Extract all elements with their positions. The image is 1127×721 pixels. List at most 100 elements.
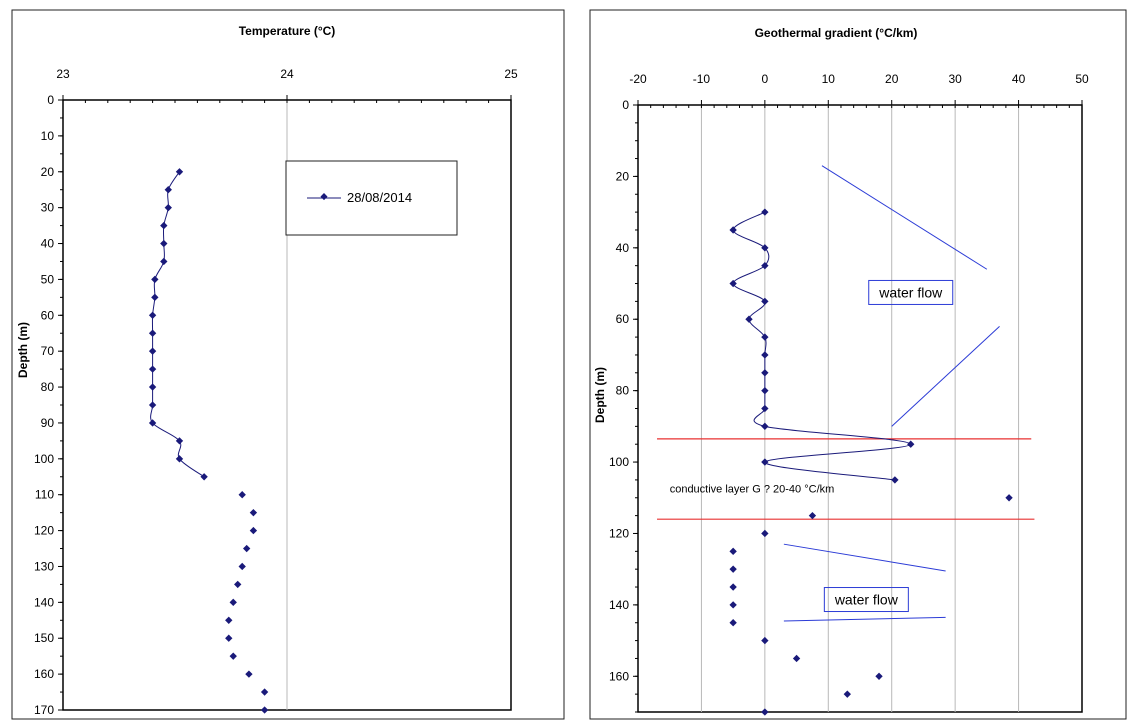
temperature-x-axis: 23 24 25 bbox=[56, 67, 518, 103]
c2-xtick-label-0: -20 bbox=[629, 72, 647, 86]
c2-xtick-label-4: 20 bbox=[885, 72, 899, 86]
c1-ytick-label-1: 10 bbox=[41, 129, 55, 143]
c1-ytick-label-3: 30 bbox=[41, 201, 55, 215]
temperature-chart: Temperature (°C) 23 24 25 0 10 20 30 40 50 60 70 8… bbox=[11, 9, 565, 720]
c2-point-16 bbox=[1005, 494, 1013, 502]
c2-ytick-label-5: 100 bbox=[609, 455, 629, 469]
temperature-legend: 28/08/2014 bbox=[285, 160, 458, 236]
c1-ytick-label-10: 100 bbox=[34, 452, 54, 466]
temperature-legend-box bbox=[285, 160, 458, 236]
c1-ytick-label-2: 20 bbox=[41, 165, 55, 179]
c1-point-11 bbox=[148, 365, 157, 373]
c2-point-6 bbox=[745, 315, 753, 323]
temperature-legend-marker bbox=[320, 193, 328, 201]
c2-annotation-0: water flow bbox=[878, 284, 943, 300]
gradient-chart-title: Geothermal gradient (°C/km) bbox=[755, 26, 918, 40]
c2-annotation-box-1 bbox=[823, 587, 909, 613]
c2-ytick-label-8: 160 bbox=[609, 669, 629, 683]
c1-point-2 bbox=[164, 203, 172, 212]
c2-flow-line-3 bbox=[783, 616, 946, 622]
c2-point-18 bbox=[761, 529, 769, 538]
c2-point-3 bbox=[761, 261, 769, 270]
c2-point-27 bbox=[843, 690, 851, 698]
c2-point-19 bbox=[729, 547, 737, 556]
c2-point-28 bbox=[761, 708, 769, 716]
temperature-y-axis: 0 10 20 30 40 50 60 70 80 90 100 110 120 130 140 150 160… bbox=[34, 93, 63, 717]
c1-ytick-label-7: 70 bbox=[41, 344, 55, 358]
c2-annotation-box-0 bbox=[868, 279, 954, 305]
c2-ytick-label-6: 120 bbox=[609, 526, 629, 540]
gradient-x-axis: -20 -10 0 10 20 30 40 50 bbox=[629, 72, 1089, 108]
temperature-series-28-08-2014 bbox=[148, 168, 269, 714]
c1-point-16 bbox=[175, 455, 184, 463]
c2-point-21 bbox=[729, 583, 737, 591]
c1-ytick-label-13: 130 bbox=[34, 559, 54, 573]
c2-point-14 bbox=[761, 458, 769, 466]
gradient-series bbox=[729, 208, 1013, 716]
c1-xtick-label-2: 25 bbox=[504, 67, 518, 81]
c2-point-7 bbox=[761, 333, 769, 341]
c2-point-10 bbox=[761, 386, 769, 395]
c1-point-7 bbox=[151, 293, 159, 302]
c2-point-2 bbox=[761, 244, 769, 252]
c2-point-12 bbox=[761, 422, 769, 431]
c1-xtick-label-1: 24 bbox=[280, 67, 294, 81]
gradient-y-axis: 0 20 40 60 80 100 120 140 160 bbox=[609, 98, 638, 713]
c1-ytick-label-5: 50 bbox=[41, 272, 55, 286]
c2-flow-line-0 bbox=[821, 165, 988, 270]
c2-flow-line-1 bbox=[891, 326, 1000, 427]
c1-ytick-label-8: 80 bbox=[41, 380, 55, 394]
c1-point-9 bbox=[148, 329, 157, 337]
c2-ytick-label-0: 0 bbox=[622, 98, 629, 112]
c2-ytick-label-4: 80 bbox=[616, 384, 630, 398]
c1-ytick-label-4: 40 bbox=[41, 237, 55, 251]
c1-point-13 bbox=[148, 401, 157, 409]
c1-point-6 bbox=[151, 275, 159, 284]
gradient-annotations: water flow water flow conductive layer G ?… bbox=[670, 279, 954, 613]
c2-point-11 bbox=[761, 404, 769, 413]
c2-annotation-1: water flow bbox=[834, 592, 899, 608]
c2-point-25 bbox=[792, 654, 801, 663]
c1-ytick-label-17: 170 bbox=[34, 703, 54, 717]
c1-ytick-label-16: 160 bbox=[34, 667, 54, 681]
gradient-y-axis-label: Depth (m) bbox=[593, 367, 607, 423]
c2-ytick-label-3: 60 bbox=[616, 312, 630, 326]
gradient-chart-frame bbox=[589, 9, 1127, 720]
c2-xtick-label-7: 50 bbox=[1075, 72, 1089, 86]
c1-xtick-label-0: 23 bbox=[56, 67, 70, 81]
temperature-chart-frame bbox=[11, 9, 565, 720]
c1-ytick-label-0: 0 bbox=[47, 93, 54, 107]
c1-point-8 bbox=[148, 311, 157, 319]
c1-ytick-label-9: 90 bbox=[41, 416, 55, 430]
c2-flow-line-2 bbox=[783, 543, 946, 572]
c2-xtick-label-1: -10 bbox=[693, 72, 711, 86]
c1-ytick-label-15: 150 bbox=[34, 631, 54, 645]
c2-ytick-label-1: 20 bbox=[616, 169, 630, 183]
c2-point-15 bbox=[891, 476, 899, 484]
c2-point-9 bbox=[761, 369, 769, 377]
c2-annotation-2: conductive layer G ? 20-40 °C/km bbox=[670, 483, 835, 495]
c1-point-22 bbox=[238, 562, 246, 571]
c1-point-17 bbox=[200, 473, 208, 481]
c2-point-26 bbox=[875, 672, 883, 680]
c2-xtick-label-6: 40 bbox=[1012, 72, 1026, 86]
c2-ytick-label-2: 40 bbox=[616, 241, 630, 255]
c2-point-20 bbox=[729, 565, 737, 573]
c1-point-0 bbox=[175, 168, 184, 176]
c2-point-8 bbox=[761, 351, 769, 359]
c1-point-23 bbox=[234, 580, 242, 589]
c1-ytick-label-6: 60 bbox=[41, 308, 55, 322]
gradient-reference-lines bbox=[657, 165, 1035, 622]
c2-point-17 bbox=[808, 511, 817, 520]
c1-point-12 bbox=[148, 383, 157, 391]
c1-ytick-label-11: 110 bbox=[35, 488, 54, 502]
temperature-y-axis-label: Depth (m) bbox=[16, 322, 30, 378]
temperature-chart-title: Temperature (°C) bbox=[239, 24, 336, 38]
c1-point-21 bbox=[243, 544, 251, 553]
c1-point-30 bbox=[260, 706, 269, 714]
c1-ytick-label-14: 140 bbox=[34, 595, 54, 609]
c1-point-4 bbox=[160, 239, 168, 248]
c2-point-22 bbox=[729, 601, 737, 609]
c2-ytick-label-7: 140 bbox=[609, 598, 629, 612]
